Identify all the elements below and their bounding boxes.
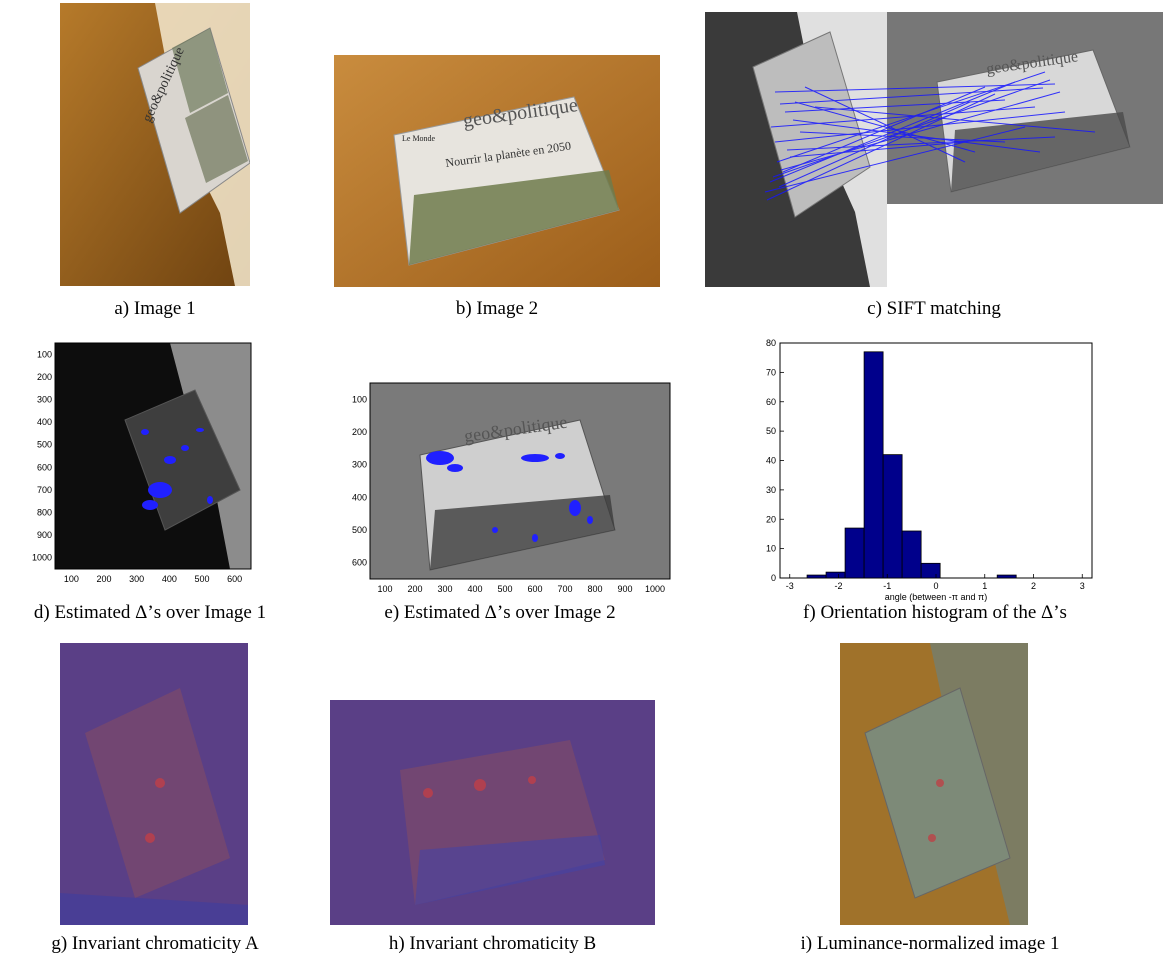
image-1-photo: geo&politique	[60, 3, 250, 286]
image-2-photo: Le Monde geo&politique Nourrir la planèt…	[334, 55, 660, 287]
x-tick-label: 300	[129, 574, 144, 584]
y-tick-label: 300	[352, 460, 367, 470]
x-tick-label: 1000	[645, 584, 665, 594]
plot-e-y-ticks: 100 200 300 400 500 600	[352, 394, 367, 567]
y-tick-label: 400	[37, 417, 52, 427]
caption-g: g) Invariant chromaticity A	[51, 933, 259, 954]
caption-a: a) Image 1	[114, 298, 196, 319]
y-tick-label: 100	[352, 394, 367, 404]
x-tick-label: 500	[497, 584, 512, 594]
x-tick-label: 700	[557, 584, 572, 594]
histogram-x-ticks: -3 -2 -1 0 1 2 3	[786, 574, 1085, 591]
plot-e-delta-marks	[426, 451, 593, 542]
x-tick-label: 200	[407, 584, 422, 594]
caption-c: c) SIFT matching	[867, 298, 1001, 319]
y-tick-label: 40	[766, 456, 776, 466]
x-tick-label: -1	[883, 581, 891, 591]
caption-d: d) Estimated Δ’s over Image 1	[33, 602, 267, 623]
x-tick-label: 200	[96, 574, 111, 584]
y-tick-label: 800	[37, 508, 52, 518]
histogram-bars	[806, 351, 1017, 579]
plot-e-x-ticks: 100 200 300 400 500 600 700 800 900 1000	[377, 584, 665, 594]
histogram-x-label: angle (between -π and π)	[885, 592, 987, 602]
x-tick-label: 400	[162, 574, 177, 584]
plot-d: 100 200 300 400 500 600 700 800 900 1000 100 200 30…	[25, 340, 255, 595]
orientation-histogram: 0 10 20 30 40 50 60 70 80 -3 -2 -1 0 1 2 3 angle (betw…	[750, 338, 1110, 603]
sift-match-lines	[764, 71, 1096, 201]
y-tick-label: 10	[766, 544, 776, 554]
luminance-normalized-image-1	[840, 643, 1028, 925]
y-tick-label: 600	[37, 462, 52, 472]
histogram-bar	[825, 571, 846, 579]
x-tick-label: 300	[437, 584, 452, 594]
y-tick-label: 500	[352, 525, 367, 535]
plot-e: geo&politique 100 200 300 400 500 600 100 200 3…	[345, 380, 675, 600]
x-tick-label: 400	[467, 584, 482, 594]
histogram-y-ticks: 0 10 20 30 40 50 60 70 80	[766, 338, 784, 583]
x-tick-label: 1	[982, 581, 987, 591]
y-tick-label: 700	[37, 485, 52, 495]
x-tick-label: 100	[377, 584, 392, 594]
y-tick-label: 60	[766, 397, 776, 407]
x-tick-label: 800	[587, 584, 602, 594]
invariant-chromaticity-a	[60, 643, 248, 925]
caption-e: e) Estimated Δ’s over Image 2	[384, 602, 616, 623]
caption-b: b) Image 2	[455, 298, 539, 319]
y-tick-label: 50	[766, 426, 776, 436]
x-tick-label: 3	[1080, 581, 1085, 591]
x-tick-label: -2	[834, 581, 842, 591]
y-tick-label: 600	[352, 558, 367, 568]
plot-d-x-ticks: 100 200 300 400 500 600	[64, 574, 242, 584]
y-tick-label: 200	[352, 427, 367, 437]
histogram-bar	[920, 562, 941, 579]
y-tick-label: 500	[37, 440, 52, 450]
y-tick-label: 1000	[32, 553, 52, 563]
histogram-bar	[844, 527, 865, 579]
y-tick-label: 200	[37, 372, 52, 382]
image-2-small-masthead: Le Monde	[402, 134, 436, 143]
y-tick-label: 300	[37, 395, 52, 405]
caption-f: f) Orientation histogram of the Δ’s	[803, 602, 1067, 623]
y-tick-label: 400	[352, 492, 367, 502]
caption-i: i) Luminance-normalized image 1	[800, 933, 1060, 954]
histogram-bar	[806, 574, 827, 579]
x-tick-label: 500	[194, 574, 209, 584]
caption-h: h) Invariant chromaticity B	[388, 933, 597, 954]
sift-matching-image: geo&politique	[705, 12, 1163, 287]
x-tick-label: 600	[527, 584, 542, 594]
x-tick-label: 900	[617, 584, 632, 594]
invariant-chromaticity-b	[330, 700, 655, 925]
histogram-bar	[996, 574, 1017, 579]
y-tick-label: 0	[771, 573, 776, 583]
x-tick-label: 0	[933, 581, 938, 591]
plot-d-y-ticks: 100 200 300 400 500 600 700 800 900 1000	[32, 349, 52, 562]
plot-d-delta-marks	[141, 428, 213, 510]
x-tick-label: -3	[786, 581, 794, 591]
histogram-bar	[901, 530, 922, 579]
y-tick-label: 100	[37, 349, 52, 359]
y-tick-label: 900	[37, 530, 52, 540]
histogram-bar	[882, 454, 903, 579]
x-tick-label: 2	[1031, 581, 1036, 591]
y-tick-label: 70	[766, 367, 776, 377]
histogram-bar	[863, 351, 884, 579]
y-tick-label: 80	[766, 338, 776, 348]
x-tick-label: 100	[64, 574, 79, 584]
y-tick-label: 30	[766, 485, 776, 495]
x-tick-label: 600	[227, 574, 242, 584]
y-tick-label: 20	[766, 514, 776, 524]
